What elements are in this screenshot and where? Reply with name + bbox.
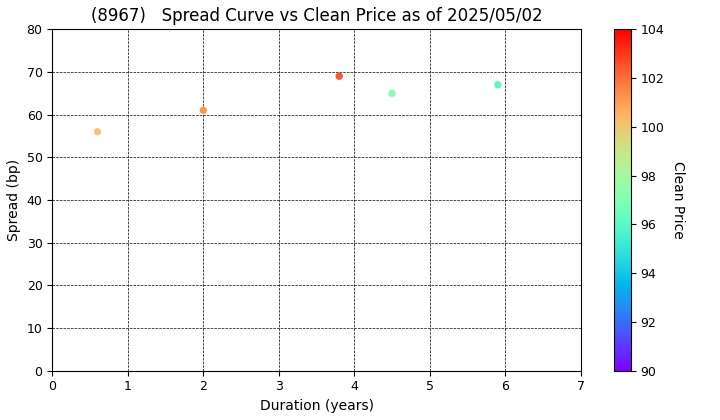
- Title: (8967)   Spread Curve vs Clean Price as of 2025/05/02: (8967) Spread Curve vs Clean Price as of…: [91, 7, 542, 25]
- Y-axis label: Clean Price: Clean Price: [672, 161, 685, 239]
- Point: [91, 129, 103, 135]
- Point: [197, 107, 209, 114]
- Point: [387, 90, 398, 97]
- Y-axis label: Spread (bp): Spread (bp): [7, 159, 21, 241]
- Point: [492, 81, 503, 88]
- X-axis label: Duration (years): Duration (years): [259, 399, 374, 413]
- Point: [333, 73, 345, 80]
